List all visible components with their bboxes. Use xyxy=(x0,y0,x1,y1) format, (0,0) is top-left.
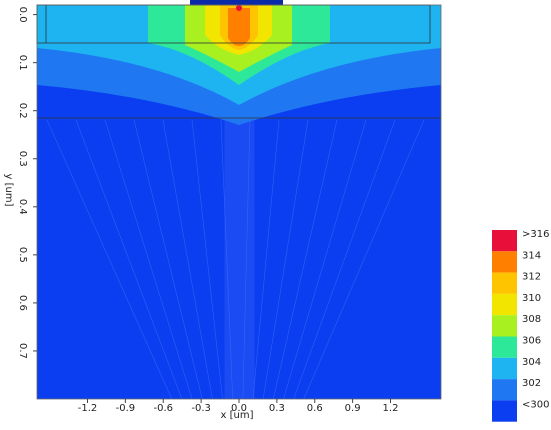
x-tick-label: 0.6 xyxy=(307,403,323,414)
mesh-line xyxy=(104,119,193,400)
colorbar-swatch xyxy=(492,230,517,252)
x-tick-label: 0.0 xyxy=(231,403,247,414)
y-tick-label: 0.5 xyxy=(17,247,28,263)
y-tick-label: 0.2 xyxy=(17,103,28,119)
colorbar-label: 306 xyxy=(522,336,541,347)
mesh-line xyxy=(133,119,203,400)
colorbar-label: 308 xyxy=(522,314,541,325)
colorbar-label: >316 xyxy=(522,229,549,240)
colorbar-label: 310 xyxy=(522,293,541,304)
mesh-line xyxy=(75,119,183,400)
colorbar-swatch xyxy=(492,251,517,273)
colorbar-swatch xyxy=(492,379,517,401)
mesh-line xyxy=(303,119,425,400)
mesh-line xyxy=(191,119,223,400)
contour-region xyxy=(228,8,250,46)
x-axis-label: x [um] xyxy=(221,410,254,421)
colorbar-swatch xyxy=(492,272,517,294)
y-tick-label: 0.3 xyxy=(17,151,28,167)
x-tick-label: 0.3 xyxy=(269,403,285,414)
colorbar-label: 304 xyxy=(522,357,541,368)
y-tick-label: 0.1 xyxy=(17,55,28,71)
mesh-line xyxy=(46,119,173,400)
colorbar-swatch xyxy=(492,315,517,337)
y-axis-label: y [um] xyxy=(3,174,14,207)
mesh-line xyxy=(283,119,367,400)
x-tick-label: -1.2 xyxy=(78,403,98,414)
x-tick-label: -0.9 xyxy=(116,403,136,414)
x-tick-label: 0.9 xyxy=(345,403,361,414)
colorbar-swatch xyxy=(492,400,517,422)
y-tick-label: 0.7 xyxy=(17,343,28,359)
colorbar-swatch xyxy=(492,336,517,358)
contour-region xyxy=(236,5,242,11)
mesh-line xyxy=(252,119,280,400)
x-tick-label: -0.6 xyxy=(153,403,173,414)
mesh-line xyxy=(162,119,213,400)
colorbar-swatch xyxy=(492,293,517,316)
mesh-line xyxy=(273,119,338,400)
colorbar-label: <300 xyxy=(522,399,549,410)
x-tick-label: -0.3 xyxy=(191,403,211,414)
mesh-line xyxy=(262,119,309,400)
mesh-line xyxy=(293,119,396,400)
colorbar-label: 312 xyxy=(522,272,541,283)
electrode xyxy=(190,0,283,5)
colorbar-swatch xyxy=(492,357,517,380)
colorbar-label: 314 xyxy=(522,250,541,261)
plot-area xyxy=(36,0,442,400)
y-tick-label: 0.4 xyxy=(17,199,28,215)
x-tick-label: 1.2 xyxy=(383,403,399,414)
colorbar-label: 302 xyxy=(522,378,541,389)
y-tick-label: 0.6 xyxy=(17,295,28,311)
y-tick-label: 0.0 xyxy=(17,7,28,23)
